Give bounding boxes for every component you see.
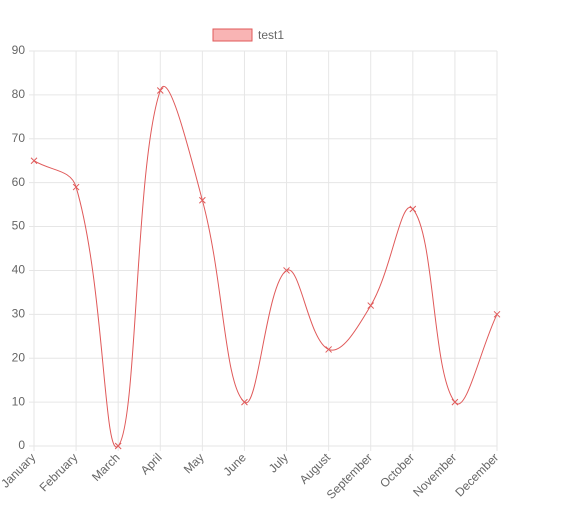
point — [283, 267, 290, 274]
point — [409, 205, 417, 213]
x-tick-label: January — [0, 450, 38, 490]
point — [199, 196, 206, 204]
y-tick-label: 30 — [12, 307, 26, 321]
series-line — [33, 86, 498, 448]
y-tick-label: 50 — [12, 219, 26, 233]
point — [325, 346, 332, 353]
point — [493, 310, 501, 318]
x-tick-label: November — [410, 450, 459, 499]
y-tick-label: 80 — [12, 87, 26, 101]
point — [451, 398, 459, 406]
x-tick-label: August — [297, 450, 334, 487]
y-tick-label: 10 — [12, 394, 26, 408]
point — [72, 183, 80, 191]
x-tick-label: June — [221, 450, 250, 479]
y-tick-label: 70 — [12, 131, 26, 145]
point — [156, 87, 164, 94]
x-tick-label: April — [138, 450, 165, 477]
y-tick-label: 40 — [12, 263, 26, 277]
y-tick-label: 90 — [12, 43, 26, 57]
x-tick-label: March — [89, 450, 122, 483]
point — [30, 157, 38, 165]
point — [367, 302, 375, 309]
y-tick-label: 20 — [12, 350, 26, 364]
x-tick-label: February — [37, 450, 81, 494]
x-tick-label: May — [181, 450, 207, 476]
x-tick-label: December — [452, 450, 501, 499]
x-tick-label: July — [266, 450, 291, 475]
x-tick-label: October — [377, 450, 417, 490]
x-tick-label: September — [324, 450, 375, 501]
y-tick-label: 0 — [18, 438, 25, 452]
point — [114, 442, 122, 450]
y-tick-label: 60 — [12, 175, 26, 189]
legend-swatch — [212, 28, 253, 42]
point — [241, 398, 248, 406]
legend-label: test1 — [258, 28, 284, 42]
